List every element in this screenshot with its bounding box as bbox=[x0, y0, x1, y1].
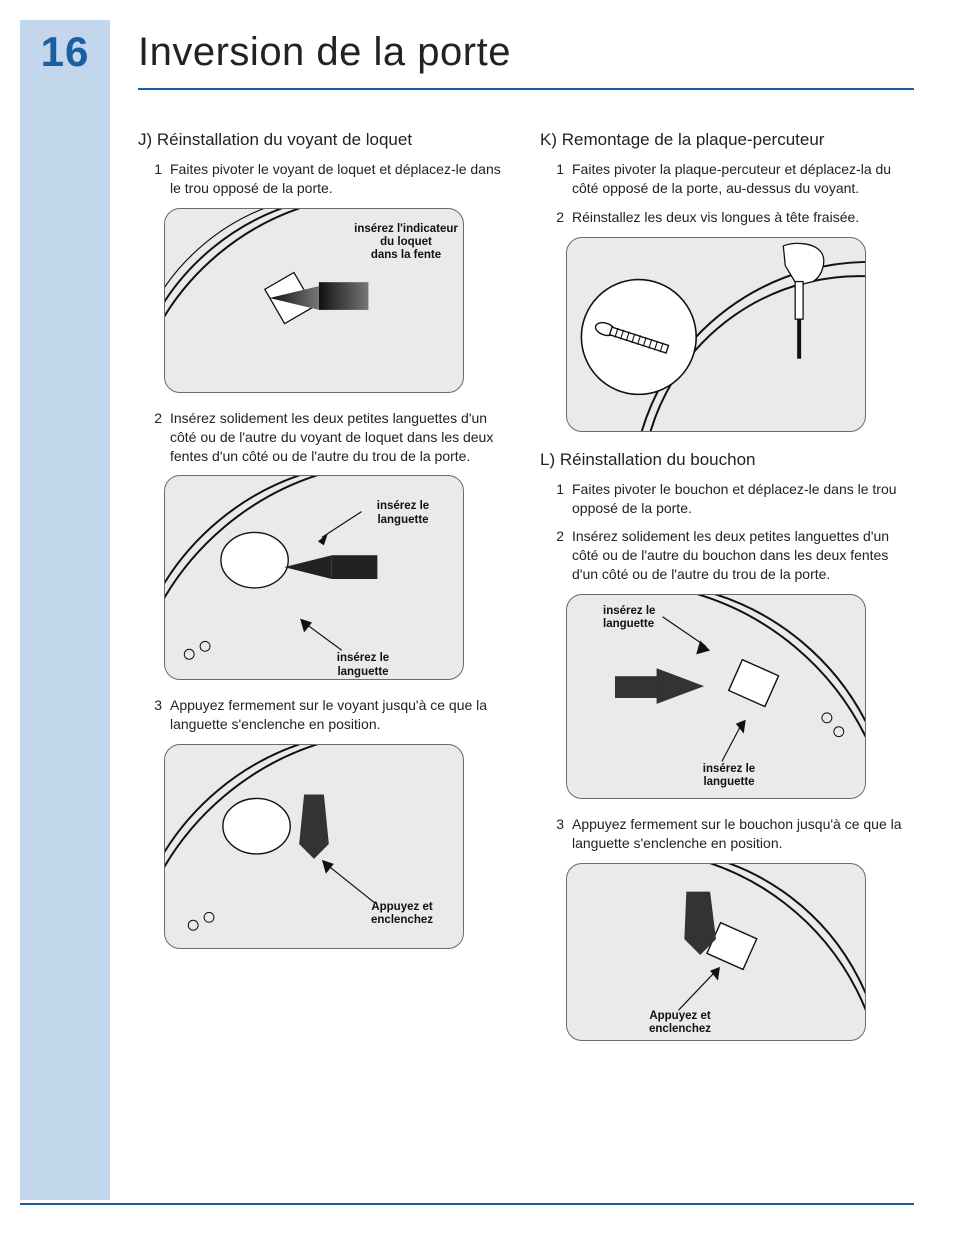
figure-j3: Appuyez etenclenchez bbox=[164, 744, 464, 949]
steps-j3: 3Appuyez fermement sur le voyant jusqu'à… bbox=[138, 696, 512, 734]
list-item: 2Réinstallez les deux vis longues à tête… bbox=[566, 208, 914, 227]
figure-l2: Appuyez etenclenchez bbox=[566, 863, 866, 1041]
figure-j1: insérez l'indicateurdu loquetdans la fen… bbox=[164, 208, 464, 393]
figure-j2: insérez lelanguette insérez lelanguette bbox=[164, 475, 464, 680]
step-text: Faites pivoter la plaque-percuteur et dé… bbox=[572, 161, 891, 196]
section-heading-j: J) Réinstallation du voyant de loquet bbox=[138, 130, 512, 150]
figure-caption: Appuyez etenclenchez bbox=[357, 901, 447, 927]
step-text: Appuyez fermement sur le bouchon jusqu'à… bbox=[572, 816, 902, 851]
figure-l1: insérez lelanguette insérez lelanguette bbox=[566, 594, 866, 799]
rule-bottom bbox=[20, 1203, 914, 1205]
content-columns: J) Réinstallation du voyant de loquet 1F… bbox=[138, 130, 914, 1057]
list-item: 3Appuyez fermement sur le voyant jusqu'à… bbox=[164, 696, 512, 734]
column-right: K) Remontage de la plaque-percuteur 1Fai… bbox=[540, 130, 914, 1057]
figure-caption: Appuyez etenclenchez bbox=[635, 1010, 725, 1036]
step-text: Appuyez fermement sur le voyant jusqu'à … bbox=[170, 697, 487, 732]
section-heading-l: L) Réinstallation du bouchon bbox=[540, 450, 914, 470]
rule-top bbox=[138, 88, 914, 90]
steps-j2: 2Insérez solidement les deux petites lan… bbox=[138, 409, 512, 466]
list-item: 1Faites pivoter le bouchon et déplacez-l… bbox=[566, 480, 914, 518]
list-item: 1Faites pivoter le voyant de loquet et d… bbox=[164, 160, 512, 198]
section-heading-k: K) Remontage de la plaque-percuteur bbox=[540, 130, 914, 150]
page-title: Inversion de la porte bbox=[138, 30, 511, 75]
list-item: 1Faites pivoter la plaque-percuteur et d… bbox=[566, 160, 914, 198]
steps-k: 1Faites pivoter la plaque-percuteur et d… bbox=[540, 160, 914, 227]
steps-l: 1Faites pivoter le bouchon et déplacez-l… bbox=[540, 480, 914, 584]
column-left: J) Réinstallation du voyant de loquet 1F… bbox=[138, 130, 512, 1057]
steps-l3: 3Appuyez fermement sur le bouchon jusqu'… bbox=[540, 815, 914, 853]
step-text: Insérez solidement les deux petites lang… bbox=[572, 528, 889, 582]
list-item: 2Insérez solidement les deux petites lan… bbox=[566, 527, 914, 584]
figure-caption: insérez lelanguette bbox=[363, 500, 443, 526]
page-number: 16 bbox=[20, 28, 110, 76]
figure-caption: insérez lelanguette bbox=[689, 763, 769, 789]
list-item: 3Appuyez fermement sur le bouchon jusqu'… bbox=[566, 815, 914, 853]
step-text: Faites pivoter le bouchon et déplacez-le… bbox=[572, 481, 897, 516]
list-item: 2Insérez solidement les deux petites lan… bbox=[164, 409, 512, 466]
page-sidebar bbox=[20, 20, 110, 1200]
step-text: Réinstallez les deux vis longues à tête … bbox=[572, 209, 859, 225]
steps-j: 1Faites pivoter le voyant de loquet et d… bbox=[138, 160, 512, 198]
figure-caption: insérez lelanguette bbox=[323, 652, 403, 678]
figure-k1 bbox=[566, 237, 866, 432]
manual-page: 16 Inversion de la porte J) Réinstallati… bbox=[0, 0, 954, 1235]
figure-caption: insérez l'indicateurdu loquetdans la fen… bbox=[351, 223, 461, 263]
figure-caption: insérez lelanguette bbox=[603, 605, 683, 631]
step-text: Faites pivoter le voyant de loquet et dé… bbox=[170, 161, 501, 196]
step-text: Insérez solidement les deux petites lang… bbox=[170, 410, 493, 464]
